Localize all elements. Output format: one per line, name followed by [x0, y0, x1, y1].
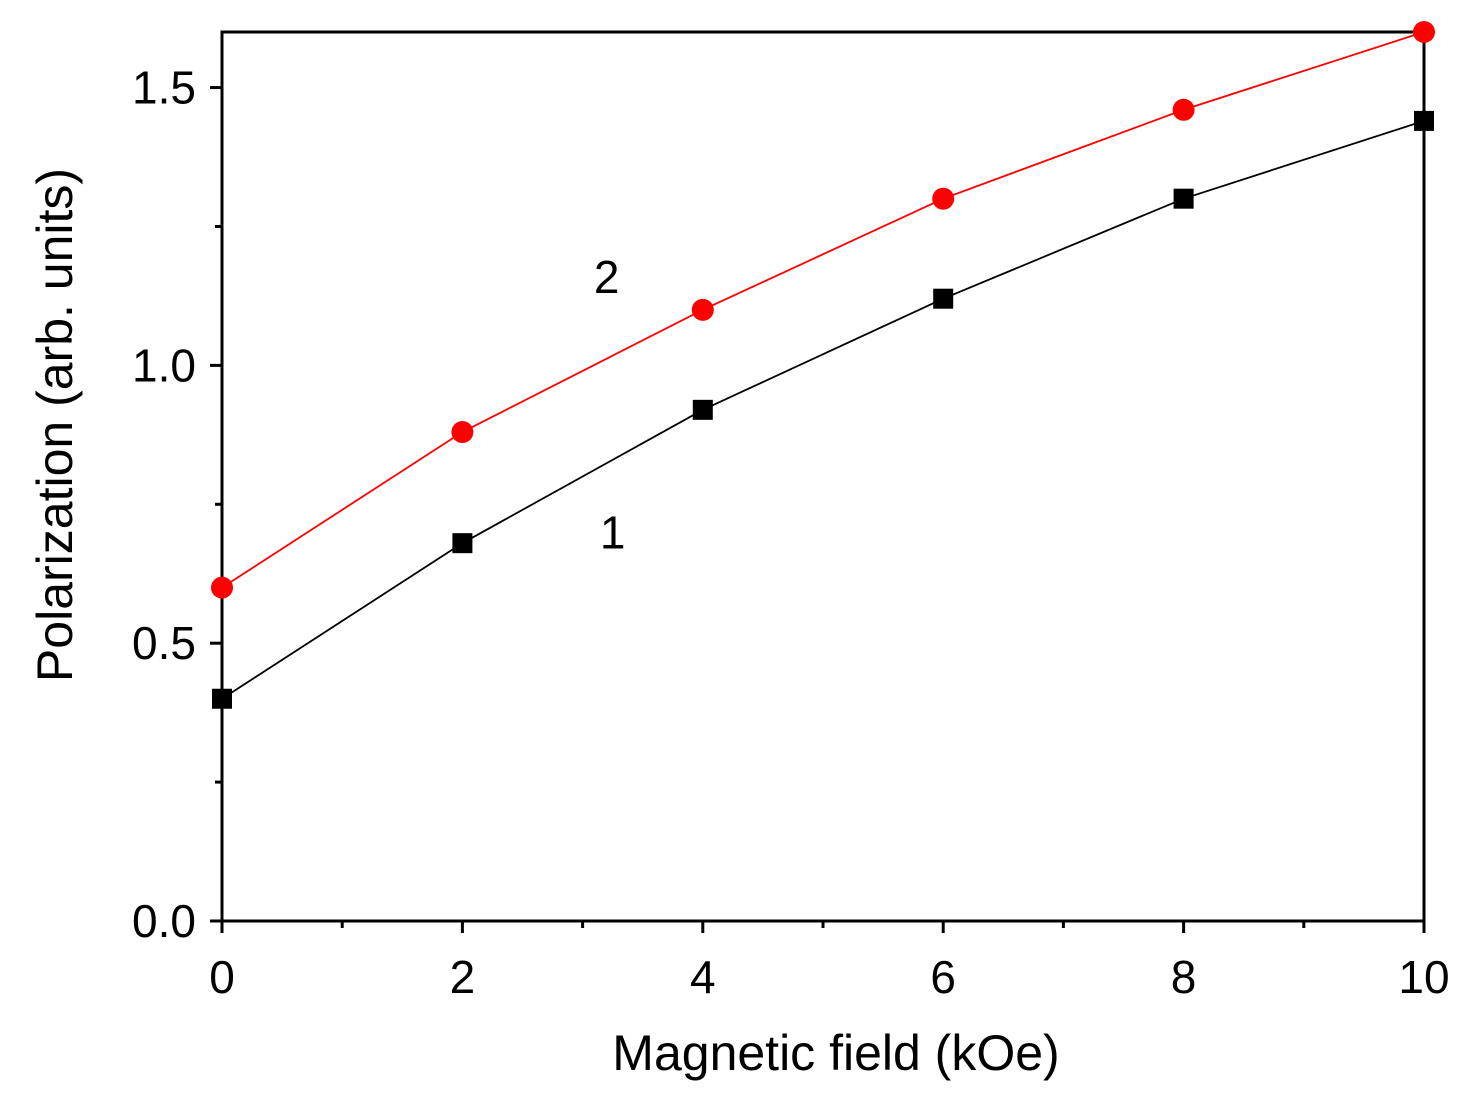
y-tick-label: 1.0 — [132, 339, 196, 391]
series-1-line — [221, 120, 1425, 700]
series-1-marker — [452, 533, 473, 554]
series-2-marker — [932, 187, 955, 210]
series-2-marker — [1172, 98, 1195, 121]
series-1-marker — [212, 688, 232, 709]
x-tick-label: 2 — [450, 951, 476, 1003]
series-2-marker — [451, 421, 474, 444]
series-2-marker — [691, 298, 714, 321]
curve-label: 1 — [600, 507, 626, 559]
series-1-marker — [692, 399, 713, 420]
data-series: 21 — [211, 21, 1435, 709]
series-2-marker — [1413, 21, 1435, 43]
x-axis-title: Magnetic field (kOe) — [612, 1025, 1059, 1081]
axes: 0 2 4 6 8 10 0.0 0.5 1.0 1.5 — [132, 30, 1450, 1003]
curve-label: 2 — [594, 251, 620, 303]
x-tick-label: 6 — [930, 951, 956, 1003]
x-tick-label: 8 — [1171, 951, 1197, 1003]
axis-labels: Magnetic field (kOe) Polarization (arb. … — [27, 168, 1060, 1081]
series-1-marker — [933, 288, 954, 309]
y-tick-label: 1.5 — [132, 62, 196, 114]
series-1-marker — [1173, 188, 1194, 209]
y-tick-label: 0.0 — [132, 895, 196, 947]
y-tick-label: 0.5 — [132, 617, 196, 669]
x-tick-label: 4 — [690, 951, 716, 1003]
x-tick-label: 10 — [1398, 951, 1449, 1003]
y-axis-title: Polarization (arb. units) — [27, 168, 83, 682]
series-2-line — [221, 31, 1425, 589]
series-1-marker — [1414, 110, 1434, 131]
plot-frame — [220, 30, 1426, 923]
x-tick-label: 0 — [209, 951, 235, 1003]
series-2-marker — [211, 576, 233, 599]
